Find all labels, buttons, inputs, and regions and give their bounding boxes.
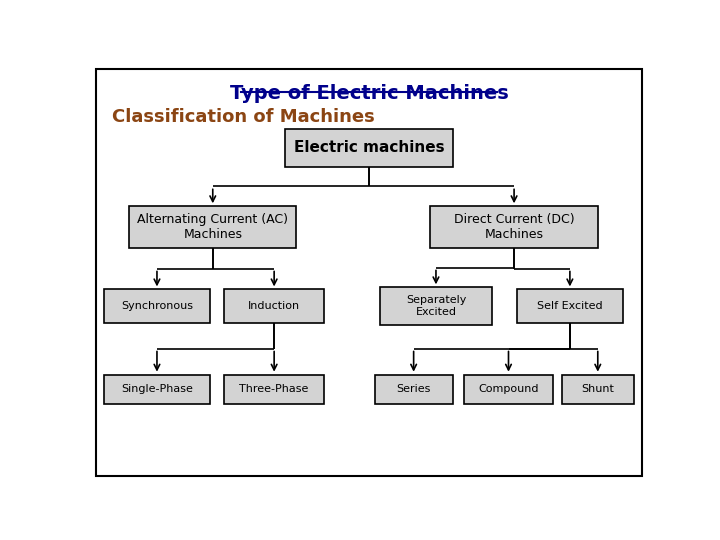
Text: Classification of Machines: Classification of Machines: [112, 109, 375, 126]
Text: Electric machines: Electric machines: [294, 140, 444, 156]
FancyBboxPatch shape: [374, 375, 453, 404]
FancyBboxPatch shape: [562, 375, 634, 404]
FancyBboxPatch shape: [104, 375, 210, 404]
Text: Separately
Excited: Separately Excited: [406, 295, 466, 317]
FancyBboxPatch shape: [224, 289, 324, 322]
Text: Self Excited: Self Excited: [537, 301, 603, 311]
FancyBboxPatch shape: [129, 206, 297, 248]
FancyBboxPatch shape: [285, 129, 453, 167]
Text: Single-Phase: Single-Phase: [121, 384, 193, 394]
Text: Series: Series: [397, 384, 431, 394]
Text: Direct Current (DC)
Machines: Direct Current (DC) Machines: [454, 213, 575, 241]
FancyBboxPatch shape: [464, 375, 553, 404]
Text: Compound: Compound: [478, 384, 539, 394]
FancyBboxPatch shape: [517, 289, 623, 322]
Text: Type of Electric Machines: Type of Electric Machines: [230, 84, 508, 103]
FancyBboxPatch shape: [224, 375, 324, 404]
Text: Synchronous: Synchronous: [121, 301, 193, 311]
Text: Shunt: Shunt: [581, 384, 614, 394]
FancyBboxPatch shape: [104, 289, 210, 322]
FancyBboxPatch shape: [431, 206, 598, 248]
Text: Induction: Induction: [248, 301, 300, 311]
Text: Alternating Current (AC)
Machines: Alternating Current (AC) Machines: [138, 213, 288, 241]
Text: Three-Phase: Three-Phase: [240, 384, 309, 394]
FancyBboxPatch shape: [380, 287, 492, 325]
